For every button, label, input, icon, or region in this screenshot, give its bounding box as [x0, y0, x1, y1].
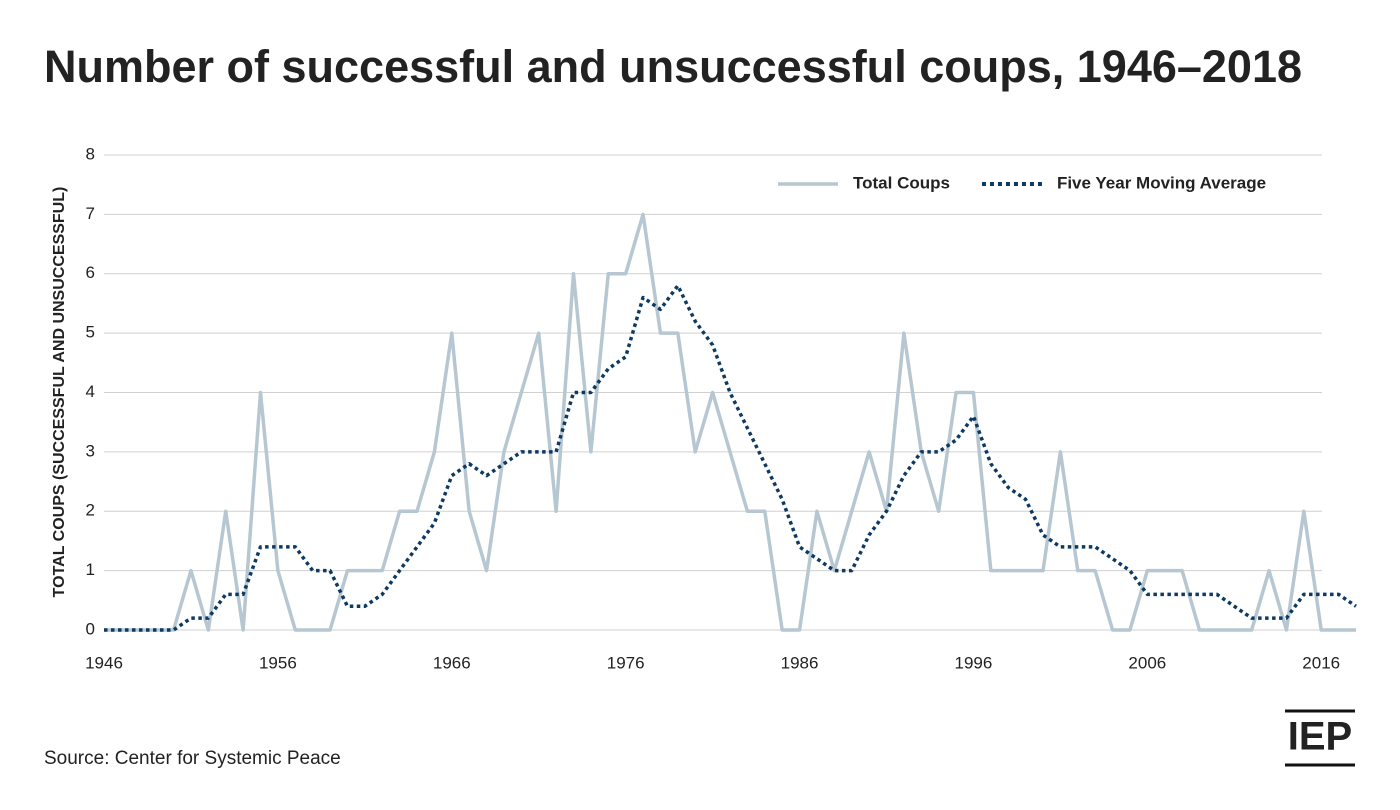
y-tick-label: 5: [86, 323, 95, 342]
chart-title: Number of successful and unsuccessful co…: [44, 41, 1302, 92]
source: Source: Center for Systemic Peace: [44, 748, 341, 769]
y-tick-label: 1: [86, 560, 95, 579]
logo: IEP: [1288, 715, 1352, 759]
legend-label: Five Year Moving Average: [1057, 173, 1266, 192]
series-line: [104, 283, 1357, 632]
y-tick-label: 6: [86, 263, 95, 282]
x-tick-label: 1986: [781, 653, 819, 672]
y-tick-label: 8: [86, 144, 95, 163]
x-tick-label: 1956: [259, 653, 297, 672]
series-line: [104, 212, 1356, 632]
y-tick-label: 2: [86, 501, 95, 520]
x-tick-label: 1946: [85, 653, 123, 672]
x-tick-label: 1976: [607, 653, 645, 672]
y-tick-label: 4: [86, 382, 95, 401]
x-tick-label: 1996: [955, 653, 993, 672]
y-tick-label: 7: [86, 204, 95, 223]
x-tick-label: 2006: [1128, 653, 1166, 672]
legend-label: Total Coups: [853, 173, 950, 192]
y-axis-label: TOTAL COUPS (SUCCESSFUL AND UNSUCCESSFUL…: [51, 187, 68, 598]
y-tick-label: 3: [86, 441, 95, 460]
y-tick-label: 0: [86, 619, 95, 638]
x-tick-label: 2016: [1302, 653, 1340, 672]
x-tick-label: 1966: [433, 653, 471, 672]
